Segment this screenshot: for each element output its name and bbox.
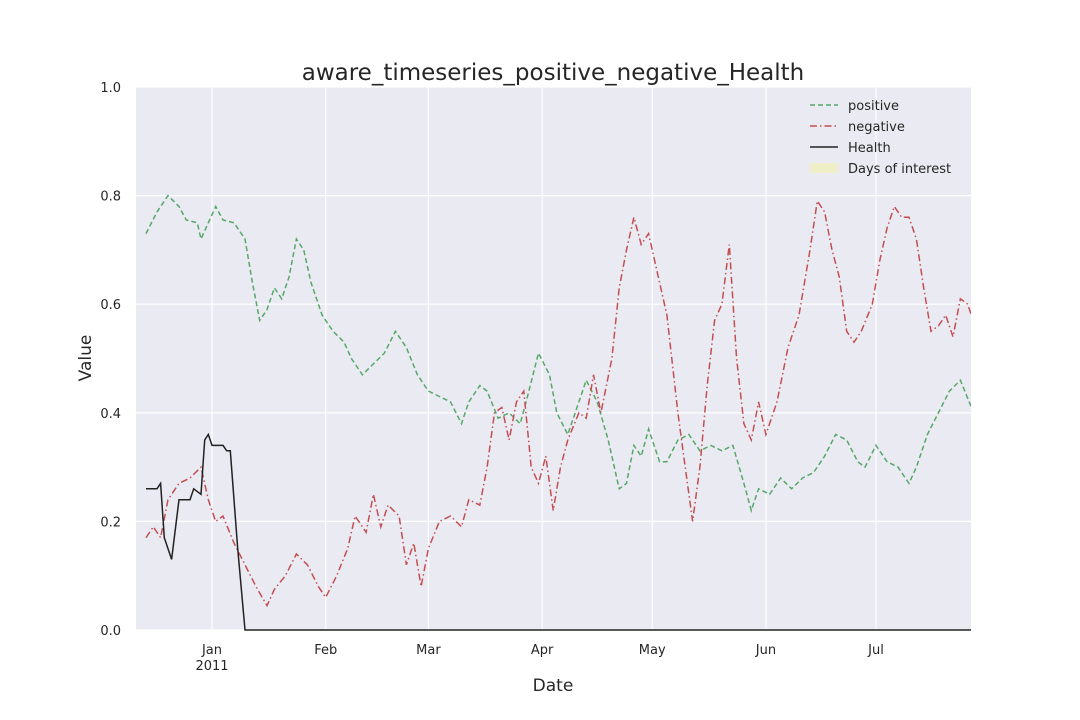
y-tick-label: 0.8 <box>100 190 121 205</box>
plot-area-background <box>136 87 971 630</box>
x-tick-label: Jun <box>755 643 776 658</box>
chart-title: aware_timeseries_positive_negative_Healt… <box>302 60 805 86</box>
x-tick-label: May <box>639 643 666 658</box>
y-tick-label: 0.2 <box>100 515 121 530</box>
x-tick-sublabel: 2011 <box>195 659 228 674</box>
series-layer <box>145 194 971 631</box>
x-axis-title: Date <box>533 676 574 696</box>
x-tick-label: Apr <box>531 643 554 658</box>
legend-label: Days of interest <box>848 162 951 177</box>
y-tick-label: 1.0 <box>100 81 121 96</box>
x-tick-label: Jan <box>201 643 222 658</box>
x-tick-label: Feb <box>314 643 337 658</box>
y-tick-label: 0.6 <box>100 298 121 313</box>
y-axis-title: Value <box>76 335 96 382</box>
series-line-health <box>146 432 971 631</box>
legend-label: negative <box>848 120 905 135</box>
series-line-negative <box>145 198 971 608</box>
y-tick-label: 0.0 <box>100 624 121 639</box>
legend-label: Health <box>848 141 891 156</box>
legend-swatch <box>810 163 838 173</box>
legend-label: positive <box>848 99 899 114</box>
series-line-positive <box>145 194 971 514</box>
grid-lines <box>136 86 971 631</box>
legend: positive negative Health Days of interest <box>810 99 951 177</box>
y-tick-label: 0.4 <box>100 407 121 422</box>
x-tick-label: Mar <box>416 643 441 658</box>
y-tick-labels: 0.0 0.2 0.4 0.6 0.8 1.0 <box>100 81 121 639</box>
x-tick-label: Jul <box>867 643 884 658</box>
